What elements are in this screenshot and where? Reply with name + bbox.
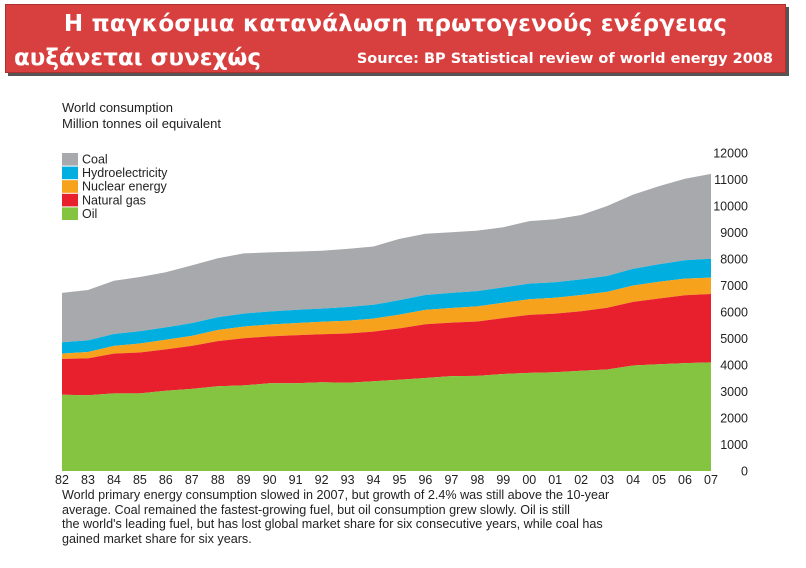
chart-title-line2: Million tonnes oil equivalent — [62, 116, 221, 131]
y-tick-label: 3000 — [720, 385, 748, 399]
x-tick-label: 82 — [55, 473, 69, 487]
x-tick-label: 94 — [367, 473, 381, 487]
y-tick-label: 12000 — [713, 147, 748, 161]
legend-swatch-hydroelectricity — [62, 166, 78, 180]
x-tick-label: 01 — [548, 473, 562, 487]
x-tick-label: 89 — [237, 473, 251, 487]
x-tick-label: 97 — [444, 473, 458, 487]
x-tick-label: 84 — [107, 473, 121, 487]
x-tick-label: 05 — [652, 473, 666, 487]
x-tick-label: 83 — [81, 473, 95, 487]
caption-line3: the world's leading fuel, but has lost g… — [62, 517, 603, 531]
x-tick-label: 88 — [211, 473, 225, 487]
y-tick-label: 4000 — [720, 359, 748, 373]
title-banner: Η παγκόσμια κατανάλωση πρωτογενούς ενέργ… — [5, 4, 786, 73]
chart-title: World consumption Million tonnes oil equ… — [62, 100, 221, 132]
legend-label-natural-gas: Natural gas — [82, 193, 146, 207]
caption-line4: gained market share for six years. — [62, 531, 252, 546]
x-tick-label: 87 — [185, 473, 199, 487]
legend-swatch-natural-gas — [62, 193, 78, 207]
caption-line1: World primary energy consumption slowed … — [62, 488, 610, 502]
x-tick-label: 95 — [393, 473, 407, 487]
legend-swatch-nuclear-energy — [62, 180, 78, 193]
y-tick-label: 5000 — [720, 332, 748, 346]
x-tick-label: 85 — [133, 473, 147, 487]
y-tick-label: 11000 — [714, 173, 748, 187]
legend-label-coal: Coal — [82, 153, 108, 167]
legend-label-oil: Oil — [82, 207, 97, 221]
chart-title-line1: World consumption — [62, 100, 174, 115]
y-tick-label: 1000 — [720, 438, 748, 452]
banner-title-line1: Η παγκόσμια κατανάλωση πρωτογενούς ενέργ… — [63, 11, 728, 37]
y-tick-label: 7000 — [720, 279, 748, 293]
y-tick-label: 6000 — [720, 306, 748, 320]
x-tick-label: 91 — [289, 473, 303, 487]
area-series-nuclear-energy — [62, 277, 711, 359]
x-tick-label: 98 — [470, 473, 484, 487]
y-tick-label: 0 — [741, 465, 748, 479]
x-tick-label: 02 — [574, 473, 588, 487]
x-tick-label: 92 — [315, 473, 329, 487]
x-tick-label: 07 — [704, 473, 718, 487]
legend-label-hydroelectricity: Hydroelectricity — [82, 166, 168, 180]
x-tick-label: 96 — [418, 473, 432, 487]
x-tick-label: 93 — [341, 473, 355, 487]
area-series-coal — [62, 173, 711, 343]
legend-swatch-coal — [62, 153, 78, 166]
caption-line2: average. Coal remained the fastest-growi… — [62, 502, 570, 517]
y-tick-label: 8000 — [720, 253, 748, 267]
area-series-hydroelectricity — [62, 258, 711, 354]
x-tick-label: 04 — [626, 473, 640, 487]
banner-title-line2: αυξάνεται συνεχώς — [14, 45, 262, 71]
x-tick-label: 86 — [159, 473, 173, 487]
legend-label-nuclear-energy: Nuclear energy — [82, 180, 168, 194]
chart-caption: World primary energy consumption slowed … — [62, 488, 782, 546]
legend-swatch-oil — [62, 207, 78, 220]
banner-source: Source: BP Statistical review of world e… — [356, 51, 773, 67]
x-tick-label: 99 — [496, 473, 510, 487]
x-tick-label: 00 — [522, 473, 536, 487]
x-tick-label: 06 — [678, 473, 692, 487]
y-tick-label: 10000 — [713, 200, 748, 214]
area-series-natural-gas — [62, 294, 711, 396]
x-tick-label: 03 — [600, 473, 614, 487]
area-series-oil — [62, 362, 711, 471]
y-tick-label: 2000 — [720, 412, 748, 426]
y-tick-label: 9000 — [720, 226, 748, 240]
x-tick-label: 90 — [263, 473, 277, 487]
